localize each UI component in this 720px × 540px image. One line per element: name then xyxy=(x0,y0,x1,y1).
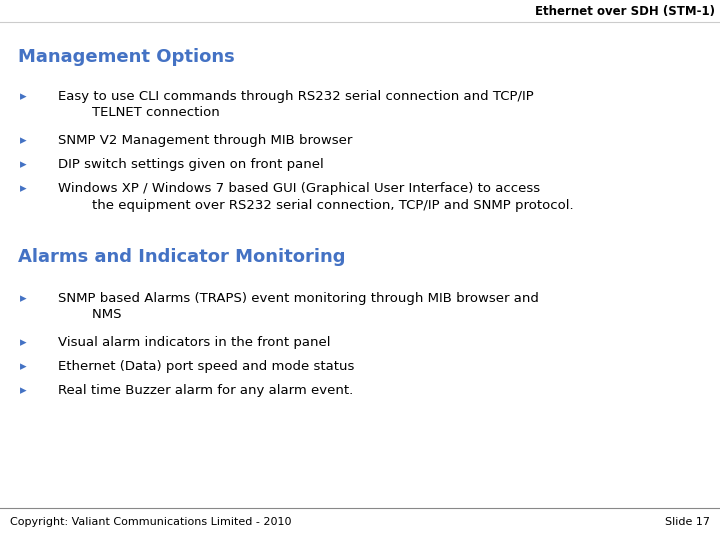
Text: ▸: ▸ xyxy=(20,360,27,373)
Text: Windows XP / Windows 7 based GUI (Graphical User Interface) to access
        th: Windows XP / Windows 7 based GUI (Graphi… xyxy=(58,182,574,212)
Text: ▸: ▸ xyxy=(20,134,27,147)
Text: Management Options: Management Options xyxy=(18,48,235,66)
Text: ▸: ▸ xyxy=(20,182,27,195)
Text: ▸: ▸ xyxy=(20,90,27,103)
Text: Copyright: Valiant Communications Limited - 2010: Copyright: Valiant Communications Limite… xyxy=(10,517,292,527)
Text: Alarms and Indicator Monitoring: Alarms and Indicator Monitoring xyxy=(18,248,346,266)
Text: Slide 17: Slide 17 xyxy=(665,517,710,527)
Text: Ethernet over SDH (STM-1): Ethernet over SDH (STM-1) xyxy=(535,5,715,18)
Text: DIP switch settings given on front panel: DIP switch settings given on front panel xyxy=(58,158,324,171)
Text: Easy to use CLI commands through RS232 serial connection and TCP/IP
        TELN: Easy to use CLI commands through RS232 s… xyxy=(58,90,534,119)
Text: Real time Buzzer alarm for any alarm event.: Real time Buzzer alarm for any alarm eve… xyxy=(58,384,354,397)
Text: ▸: ▸ xyxy=(20,336,27,349)
Text: Visual alarm indicators in the front panel: Visual alarm indicators in the front pan… xyxy=(58,336,330,349)
Text: SNMP based Alarms (TRAPS) event monitoring through MIB browser and
        NMS: SNMP based Alarms (TRAPS) event monitori… xyxy=(58,292,539,321)
Text: ▸: ▸ xyxy=(20,292,27,305)
Text: ▸: ▸ xyxy=(20,158,27,171)
Text: SNMP V2 Management through MIB browser: SNMP V2 Management through MIB browser xyxy=(58,134,352,147)
Text: ▸: ▸ xyxy=(20,384,27,397)
Text: Ethernet (Data) port speed and mode status: Ethernet (Data) port speed and mode stat… xyxy=(58,360,354,373)
